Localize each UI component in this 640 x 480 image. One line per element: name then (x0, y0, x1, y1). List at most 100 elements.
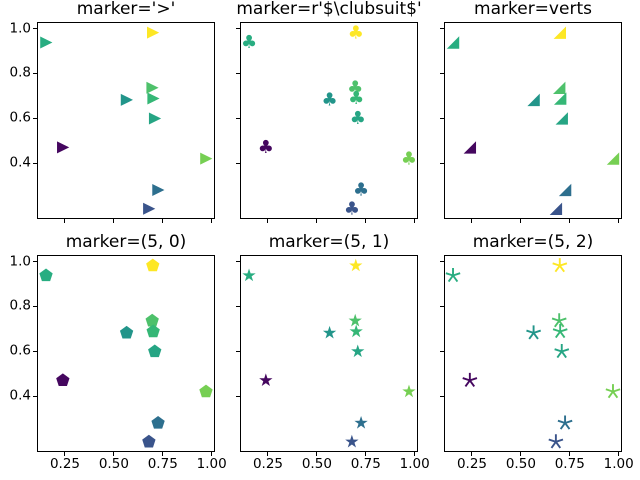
scatter-marker: ♣ (401, 148, 417, 169)
svg-text:♣: ♣ (347, 77, 363, 98)
subplot-marker-asterisk: marker=(5, 2) 0.25 0.50 0.75 1.00 (440, 232, 634, 471)
y-tick-label: 0.4 (9, 154, 31, 171)
x-tick (471, 219, 473, 223)
scatter-marker (57, 141, 70, 154)
x-tick (162, 219, 164, 223)
x-tick-label: 0.25 (456, 456, 488, 472)
scatter-marker (146, 26, 160, 39)
scatter-marker (553, 81, 566, 94)
subplot-title: marker='>' (76, 0, 176, 19)
x-tick (211, 452, 213, 456)
y-tick (236, 28, 240, 30)
subplot-marker-clubsuit: marker=r'$\clubsuit$' ♣ ♣ ♣ ♣ ♣ ♣ ♣ ♣ ♣ ♣ (236, 0, 422, 223)
y-tick (236, 261, 240, 263)
y-tick (236, 350, 240, 352)
scatter-marker (349, 258, 363, 272)
scatter-marker (146, 81, 159, 94)
x-tick-label: 1.00 (399, 456, 430, 472)
subplot-marker-verts: marker=verts (440, 0, 622, 223)
x-tick (414, 219, 416, 223)
x-tick-label: 0.75 (554, 456, 585, 472)
x-tick-label: 0.75 (147, 456, 178, 472)
svg-text:♣: ♣ (350, 108, 366, 129)
y-tick (440, 261, 444, 263)
x-tick (520, 452, 522, 456)
y-tick (440, 395, 444, 397)
subplot-title: marker=(5, 2) (472, 232, 594, 252)
x-tick-label: 0.25 (252, 456, 284, 472)
scatter-marker (462, 372, 478, 388)
scatter-marker (242, 268, 256, 282)
y-tick (236, 395, 240, 397)
x-tick (211, 219, 213, 223)
scatter-marker (606, 152, 620, 165)
y-tick (440, 305, 444, 307)
plot-area: 0.25 0.50 0.75 1.00 0.4 0.6 0.8 1.0 (10, 254, 227, 470)
scatter-marker (120, 93, 133, 106)
y-tick-label: 0.4 (9, 387, 31, 404)
scatter-marker (199, 384, 213, 398)
scatter-marker (151, 415, 165, 429)
plot-area: 0.25 0.50 0.75 1.00 (440, 255, 634, 471)
scatter-marker (119, 325, 134, 339)
x-tick-label: 0.50 (505, 456, 536, 472)
x-tick-label: 1.00 (196, 456, 227, 472)
scatter-marker (259, 373, 273, 387)
scatter-marker: ♣ (350, 108, 366, 129)
scatter-marker (558, 183, 572, 197)
scatter-marker (56, 373, 70, 387)
svg-text:♣: ♣ (348, 88, 364, 109)
y-tick-label: 0.6 (9, 109, 31, 126)
scatter-layer (446, 26, 620, 216)
y-tick (236, 162, 240, 164)
scatter-marker (349, 324, 363, 338)
scatter-layer (445, 258, 621, 449)
x-tick (316, 219, 318, 223)
scatter-marker: ♣ (348, 23, 364, 43)
plot-area (440, 22, 622, 223)
scatter-marker (200, 152, 213, 165)
subplot-marker-star: marker=(5, 1) 0.25 0.50 0.75 1.00 (236, 232, 430, 471)
x-tick (64, 219, 66, 223)
scatter-marker: ♣ (258, 137, 274, 158)
y-tick-label: 1.0 (9, 252, 31, 269)
scatter-marker (527, 93, 540, 107)
y-tick-label: 0.8 (9, 297, 31, 314)
scatter-marker (146, 324, 160, 338)
y-tick (33, 28, 37, 30)
x-tick (618, 452, 620, 456)
y-tick (440, 162, 444, 164)
y-tick (33, 117, 37, 119)
scatter-marker (354, 415, 368, 429)
scatter-marker (148, 344, 162, 358)
scatter-layer: ♣ ♣♣♣♣♣♣♣♣♣ (241, 23, 417, 218)
scatter-layer (242, 258, 416, 448)
svg-text:♣: ♣ (348, 23, 364, 43)
x-tick-label: 0.50 (301, 456, 332, 472)
y-tick (236, 305, 240, 307)
scatter-marker (548, 434, 564, 449)
y-tick-label: 1.0 (9, 19, 31, 36)
x-tick (64, 452, 66, 456)
x-tick (365, 219, 367, 223)
scatter-marker: ♣ (353, 180, 369, 201)
x-tick (267, 452, 269, 456)
x-tick-label: 0.25 (49, 456, 81, 472)
scatter-marker (554, 343, 570, 359)
scatter-marker: ♣ (348, 88, 364, 109)
scatter-marker (552, 324, 568, 339)
plot-area: 0.4 0.6 0.8 1.0 (10, 21, 215, 223)
y-tick (236, 72, 240, 74)
scatter-marker (605, 384, 621, 399)
scatter-marker: ♣ (344, 199, 360, 218)
scatter-marker (152, 183, 165, 196)
scatter-marker (348, 313, 362, 327)
x-tick (569, 452, 571, 456)
x-tick (316, 452, 318, 456)
scatter-marker: ♣ (241, 32, 257, 53)
svg-text:♣: ♣ (401, 148, 417, 169)
x-tick (162, 452, 164, 456)
y-tick (440, 117, 444, 119)
svg-text:♣: ♣ (258, 137, 274, 158)
